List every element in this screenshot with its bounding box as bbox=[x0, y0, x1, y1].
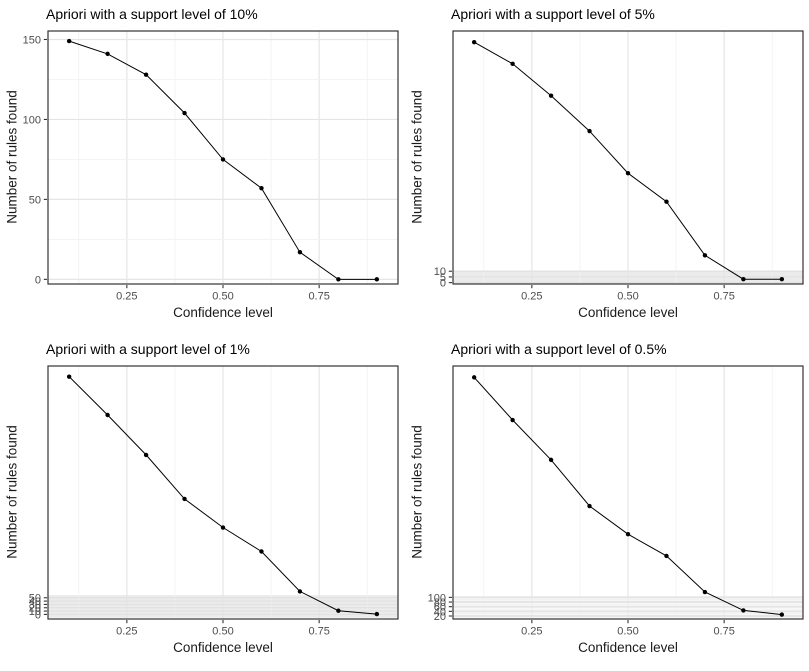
data-point bbox=[259, 186, 264, 191]
y-tick-label: 5 bbox=[440, 272, 446, 284]
x-tick-label: 0.75 bbox=[713, 626, 734, 638]
data-point bbox=[471, 375, 477, 380]
y-tick-label: 50 bbox=[29, 194, 41, 206]
chart-title: Apriori with a support level of 5% bbox=[451, 6, 655, 22]
data-point bbox=[336, 277, 341, 282]
data-point bbox=[741, 277, 746, 282]
panel-border bbox=[47, 30, 399, 285]
x-axis-title: Confidence level bbox=[173, 640, 273, 655]
panel-border bbox=[47, 365, 399, 620]
data-point bbox=[297, 249, 303, 255]
chart-canvas: 0.25 0.50 0.75 0 50 100 150 bbox=[23, 30, 399, 303]
data-point bbox=[587, 503, 592, 509]
x-tick-label: 0.75 bbox=[308, 626, 329, 638]
y-tick-label: 100 bbox=[23, 114, 41, 126]
data-point bbox=[220, 157, 226, 162]
data-point bbox=[510, 417, 515, 423]
data-point bbox=[702, 253, 708, 258]
data-point bbox=[297, 589, 303, 594]
data-point bbox=[779, 277, 785, 282]
x-tick-label: 0.25 bbox=[521, 291, 542, 303]
data-point bbox=[664, 199, 669, 204]
x-tick-label: 0.50 bbox=[617, 626, 638, 638]
x-tick-label: 0.25 bbox=[116, 626, 137, 638]
data-point bbox=[259, 549, 264, 554]
x-tick-label: 0.75 bbox=[308, 291, 329, 303]
data-point bbox=[143, 452, 149, 458]
y-tick-label: 0 bbox=[35, 274, 41, 286]
chart-apriori-5pct: 0.25 0.50 0.75 0 5 10 Apriori with a support … bbox=[405, 0, 809, 335]
panel-border bbox=[452, 30, 804, 285]
data-point bbox=[182, 110, 187, 116]
data-point bbox=[702, 589, 708, 595]
y-tick-label: 10 bbox=[29, 606, 41, 618]
data-point bbox=[510, 61, 515, 67]
y-axis-title: Number of rules found bbox=[4, 425, 20, 559]
chart-apriori-05pct: 0.25 0.50 0.75 20 40 60 80 100 Apriori with a s… bbox=[405, 335, 809, 671]
data-point bbox=[625, 532, 631, 537]
y-tick-label: 10 bbox=[434, 266, 446, 278]
y-tick-label: 0 bbox=[440, 278, 446, 290]
x-tick-label: 0.50 bbox=[212, 626, 233, 638]
chart-title: Apriori with a support level of 1% bbox=[46, 341, 250, 357]
x-axis-title: Confidence level bbox=[578, 305, 678, 320]
y-axis-title: Number of rules found bbox=[4, 90, 20, 224]
y-tick-label: 20 bbox=[29, 603, 41, 615]
data-point bbox=[587, 128, 592, 134]
x-axis-title: Confidence level bbox=[173, 305, 273, 320]
data-point bbox=[779, 612, 785, 617]
data-point bbox=[548, 457, 554, 463]
y-tick-label: 60 bbox=[434, 602, 446, 614]
y-axis-title: Number of rules found bbox=[409, 425, 425, 559]
data-point bbox=[625, 171, 631, 176]
x-axis-title: Confidence level bbox=[578, 640, 678, 655]
y-tick-label: 50 bbox=[29, 593, 41, 605]
y-tick-label: 40 bbox=[434, 606, 446, 618]
data-point bbox=[105, 51, 110, 57]
data-point bbox=[664, 553, 669, 559]
chart-apriori-10pct: 0.25 0.50 0.75 0 50 100 150 Apriori with a sup… bbox=[0, 0, 405, 335]
x-tick-label: 0.75 bbox=[713, 291, 734, 303]
x-tick-label: 0.25 bbox=[116, 291, 137, 303]
data-point bbox=[374, 611, 380, 617]
chart-title: Apriori with a support level of 0.5% bbox=[451, 341, 667, 357]
y-tick-label: 20 bbox=[434, 611, 446, 623]
x-tick-label: 0.50 bbox=[617, 291, 638, 303]
data-point bbox=[105, 412, 110, 418]
y-tick-label: 100 bbox=[428, 592, 446, 604]
data-point bbox=[182, 496, 187, 502]
x-tick-label: 0.50 bbox=[212, 291, 233, 303]
y-tick-label: 40 bbox=[29, 596, 41, 608]
data-point bbox=[220, 525, 226, 530]
chart-apriori-1pct: 0.25 0.50 0.75 0 10 20 30 40 50 Apriori with a s… bbox=[0, 335, 405, 671]
data-point bbox=[66, 38, 72, 44]
data-point bbox=[741, 608, 746, 613]
data-point bbox=[66, 374, 72, 379]
chart-title: Apriori with a support level of 10% bbox=[46, 6, 258, 22]
y-tick-label: 30 bbox=[29, 599, 41, 611]
x-tick-label: 0.25 bbox=[521, 626, 542, 638]
data-point bbox=[548, 93, 554, 98]
y-tick-label: 80 bbox=[434, 597, 446, 609]
y-tick-label: 0 bbox=[35, 609, 41, 621]
data-point bbox=[143, 72, 149, 77]
y-tick-label: 150 bbox=[23, 34, 41, 46]
data-point bbox=[336, 608, 341, 613]
data-point bbox=[374, 277, 380, 282]
y-axis-title: Number of rules found bbox=[409, 90, 425, 224]
data-point bbox=[471, 39, 477, 45]
panel-border bbox=[452, 365, 804, 620]
